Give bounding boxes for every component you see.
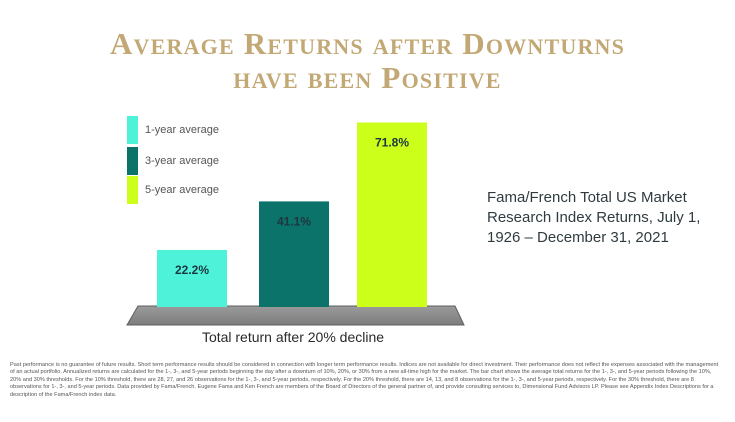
- bar-1: [157, 249, 227, 307]
- x-axis-label: Total return after 20% decline: [202, 329, 384, 345]
- legend-swatch-2: [127, 147, 138, 175]
- bar-value-label-2: 41.1%: [277, 214, 311, 228]
- chart-title-line-1: Average Returns after Downturns: [109, 26, 626, 61]
- source-note: Fama/French Total US Market Research Ind…: [487, 189, 701, 246]
- bar-2: [259, 201, 329, 307]
- bar-chart: 22.2% 41.1% 71.8% 1-year average 3-year ave…: [126, 116, 465, 345]
- bar-value-label-1: 22.2%: [175, 263, 209, 277]
- legend-label-1: 1-year average: [145, 124, 219, 136]
- legend-swatch-3: [127, 176, 138, 204]
- legend-label-2: 3-year average: [145, 155, 219, 167]
- chart-base-platform: [126, 305, 465, 326]
- chart-title-line-2: have been Positive: [233, 60, 502, 95]
- disclaimer-text: Past performance is no guarantee of futu…: [10, 362, 719, 398]
- legend-swatch-1: [127, 116, 138, 144]
- bar-value-label-3: 71.8%: [375, 136, 409, 150]
- bar-3: [357, 122, 427, 307]
- legend-label-3: 5-year average: [145, 184, 219, 196]
